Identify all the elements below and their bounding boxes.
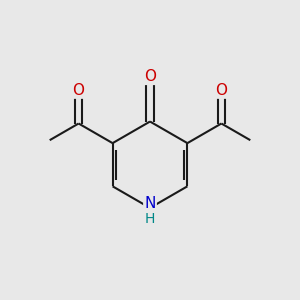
Text: O: O — [144, 69, 156, 84]
Text: N: N — [144, 196, 156, 211]
Text: O: O — [73, 82, 85, 98]
Text: O: O — [215, 82, 227, 98]
Text: H: H — [145, 212, 155, 226]
